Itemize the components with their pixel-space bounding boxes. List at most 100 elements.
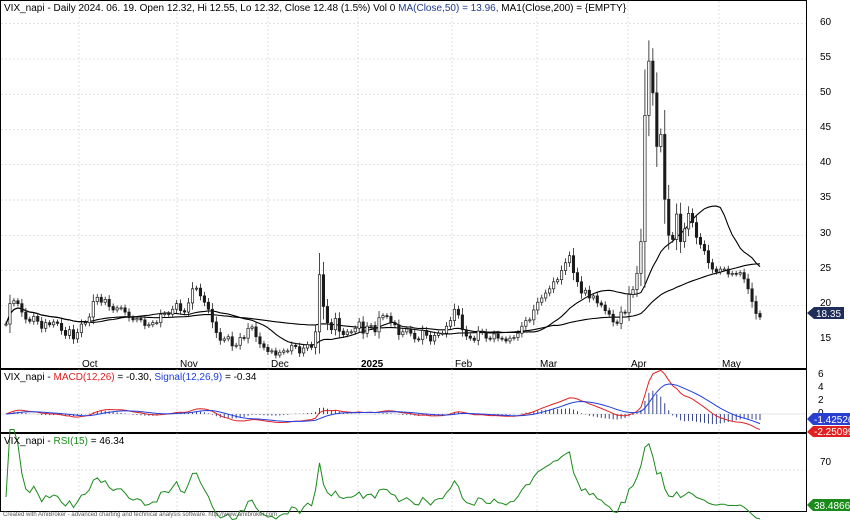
price-axis: 60 55 50 45 40 35 30 25 20 15	[820, 17, 832, 344]
candle-body	[198, 287, 202, 297]
candle-body	[139, 318, 143, 321]
candle-body	[560, 270, 564, 281]
candle-body	[111, 306, 115, 311]
candle-body	[480, 330, 484, 333]
rsi-panel-frame	[0, 433, 807, 512]
candle-body	[238, 337, 242, 346]
candle-body	[71, 329, 75, 340]
price-tick: 30	[820, 228, 832, 239]
price-panel-title: VIX_napi - Daily 2024. 06. 19. Open 12.3…	[4, 3, 627, 14]
candle-body	[278, 351, 282, 356]
candle-body	[643, 115, 647, 242]
rsi-line	[5, 429, 761, 521]
candle-body	[373, 325, 377, 333]
candle-body	[726, 268, 730, 275]
candle-body	[484, 332, 488, 339]
signal-line	[5, 383, 761, 425]
candle-body	[163, 313, 167, 315]
macd-value: = -0.30,	[115, 372, 155, 383]
candle-body	[194, 287, 199, 290]
ma50-label: MA(Close,50) = 13.96,	[398, 3, 501, 14]
candle-body	[60, 323, 64, 331]
candle-body	[365, 325, 369, 334]
candle-body	[79, 323, 83, 333]
candle-body	[254, 326, 258, 338]
candle-body	[298, 346, 302, 354]
candle-body	[321, 274, 326, 307]
time-axis: Oct Nov Dec 2025 Feb Mar Apr May	[82, 359, 741, 370]
macd-label: MACD(12,26)	[53, 372, 114, 383]
candle-body	[409, 328, 413, 334]
candle-body	[95, 296, 99, 302]
candle-body	[663, 134, 667, 200]
macd-tick: 2	[818, 395, 824, 406]
candle-body	[556, 279, 560, 283]
candle-body	[369, 325, 373, 327]
candle-body	[437, 332, 441, 336]
candle-body	[397, 324, 401, 336]
signal-label: Signal(12,26,9)	[154, 372, 222, 383]
candle-body	[472, 337, 476, 341]
candle-body	[738, 272, 742, 275]
candle-body	[230, 336, 234, 347]
candle-body	[730, 272, 734, 275]
candle-body	[250, 326, 254, 329]
candle-body	[647, 60, 651, 116]
candle-body	[583, 289, 587, 294]
candle-body	[190, 288, 195, 304]
candle-body	[329, 322, 333, 331]
candle-body	[452, 308, 456, 321]
candle-body	[36, 315, 40, 322]
ma200-label: MA1(Close,200) = {EMPTY}	[501, 3, 626, 14]
candle-body	[266, 346, 270, 352]
candle-body	[135, 318, 139, 321]
candle-body	[99, 296, 103, 303]
candle-body	[317, 274, 322, 333]
price-tick: 60	[820, 17, 832, 28]
candle-body	[567, 255, 572, 264]
candle-body	[448, 320, 452, 327]
price-tick: 20	[820, 298, 832, 309]
candle-body	[429, 335, 433, 342]
macd-panel-title: VIX_napi - MACD(12,26) = -0.30, Signal(1…	[4, 372, 257, 383]
candle-body	[246, 327, 250, 339]
candle-body	[564, 262, 568, 271]
rsi-badge: 38.4866	[807, 499, 850, 512]
candle-body	[361, 321, 365, 334]
candle-body	[425, 330, 429, 336]
candle-body	[349, 331, 353, 334]
candle-body	[143, 319, 147, 326]
candle-body	[571, 255, 576, 273]
candle-body	[306, 344, 310, 349]
candle-body	[710, 262, 714, 270]
candle-body	[123, 307, 127, 313]
candle-body	[325, 306, 329, 324]
signal-badge: -2.25099	[807, 426, 850, 438]
macd-badge-value: -1.42526	[814, 415, 850, 426]
candle-body	[468, 335, 472, 339]
candle-body	[270, 350, 274, 353]
candle-body	[24, 311, 28, 320]
candle-body	[63, 330, 68, 336]
candle-body	[512, 337, 516, 339]
last-price-badge: 18.35	[807, 307, 844, 320]
candle-body	[746, 278, 750, 290]
candle-body	[456, 308, 460, 316]
candle-body	[460, 314, 464, 331]
candle-body	[401, 331, 405, 336]
candle-body	[607, 310, 611, 315]
macd-badge: -1.42526	[807, 413, 850, 426]
candle-body	[758, 313, 762, 318]
candle-body	[44, 322, 48, 329]
candle-body	[167, 313, 171, 315]
candle-body	[131, 317, 135, 321]
time-label: Feb	[455, 359, 473, 370]
price-tick: 40	[820, 157, 832, 168]
candle-body	[242, 337, 246, 339]
candle-body	[671, 234, 675, 240]
price-title-prefix: VIX_napi - Daily 2024. 06. 19. Open 12.3…	[4, 3, 398, 14]
candle-body	[421, 330, 425, 340]
candle-body	[599, 302, 603, 306]
candle-body	[214, 321, 218, 333]
